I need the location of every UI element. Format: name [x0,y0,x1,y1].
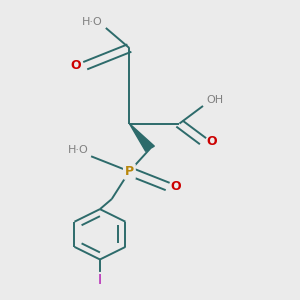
Text: O: O [171,180,181,193]
Polygon shape [129,124,154,151]
Text: P: P [125,165,134,178]
Text: H·O: H·O [68,145,88,155]
Text: O: O [70,59,81,72]
Text: I: I [98,273,102,287]
Text: H·O: H·O [82,17,103,27]
Text: OH: OH [206,95,223,105]
Text: O: O [206,135,217,148]
